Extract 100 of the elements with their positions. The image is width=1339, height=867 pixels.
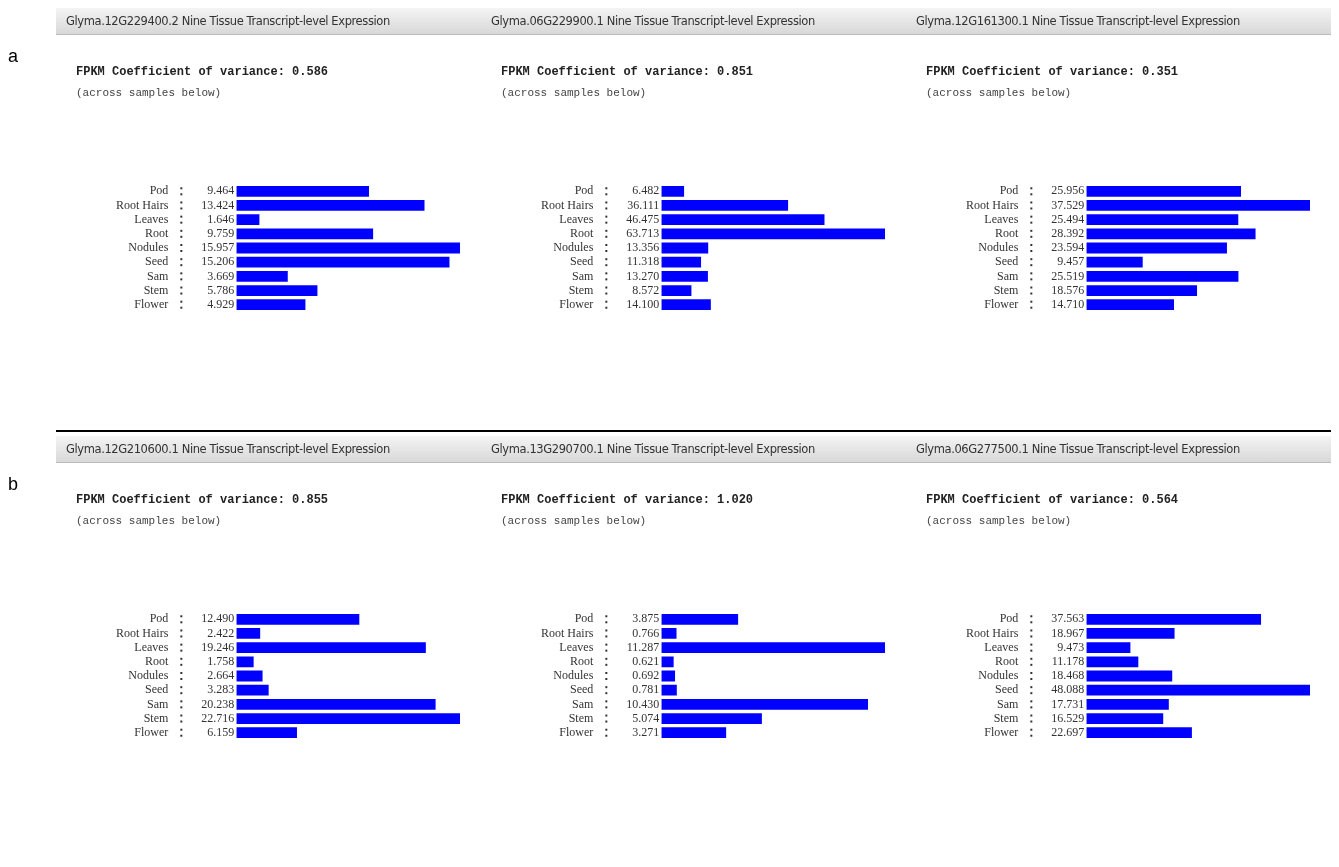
y-tick-label: Sam	[996, 268, 1019, 283]
data-label: 37.563	[1051, 611, 1085, 626]
y-tick-label: Flower	[134, 296, 169, 311]
data-label: 19.246	[201, 639, 235, 654]
bar	[661, 200, 789, 211]
y-tick-label: Pod	[999, 183, 1019, 198]
data-label: 13.356	[626, 240, 660, 255]
chart-subtitle: FPKM Coefficient of variance: 0.586	[76, 65, 330, 79]
data-label: 36.111	[627, 197, 660, 212]
bar	[661, 642, 885, 654]
y-tick-label: Leaves	[984, 639, 1019, 654]
data-label: 9.473	[1057, 639, 1085, 654]
data-label: 6.482	[632, 183, 660, 198]
bar	[661, 656, 674, 668]
y-tick-label: Nodules	[128, 240, 169, 255]
chart-subtitle: FPKM Coefficient of variance: 0.351	[926, 65, 1180, 79]
y-tick-label: Seed	[570, 254, 594, 269]
data-label: 11.287	[626, 639, 660, 654]
bar	[1086, 270, 1239, 282]
bar	[236, 670, 263, 682]
bar	[661, 684, 677, 696]
y-tick-label: Flower	[134, 724, 169, 739]
text: (across samples below)	[76, 515, 223, 527]
y-tick-label: Pod	[149, 183, 169, 198]
bar	[236, 698, 436, 710]
y-tick-label: Nodules	[978, 668, 1019, 683]
data-label: 0.766	[632, 625, 660, 640]
data-label: 0.621	[632, 653, 660, 668]
data-label: 8.572	[632, 282, 660, 297]
bar	[236, 727, 297, 739]
bar	[1086, 628, 1175, 639]
bar	[661, 285, 692, 296]
bar	[236, 684, 269, 696]
y-tick-label: Nodules	[978, 240, 1019, 255]
y-tick-label: Sam	[146, 268, 169, 283]
y-tick-label: Stem	[993, 710, 1019, 725]
y-tick-label: Pod	[999, 611, 1019, 626]
y-tick-label: Stem	[993, 282, 1019, 297]
bar	[1086, 214, 1239, 226]
data-label: 5.786	[207, 282, 235, 297]
y-tick-label: Stem	[143, 282, 169, 297]
y-tick-label: Root Hairs	[115, 197, 169, 212]
bar	[661, 270, 708, 282]
bar	[1086, 684, 1310, 696]
bar	[236, 285, 318, 296]
y-tick-label: Nodules	[128, 668, 169, 683]
bar	[661, 185, 685, 197]
bar	[661, 299, 711, 311]
data-label: 18.967	[1051, 625, 1085, 640]
bar	[236, 214, 260, 226]
y-tick-label: Seed	[570, 682, 594, 697]
bar	[236, 200, 425, 211]
data-label: 20.238	[201, 696, 235, 711]
chart-title: Glyma.06G229900.1 Nine Tissue Transcript-level Expression	[481, 8, 906, 35]
chart-subtitle: FPKM Coefficient of variance: 0.851	[501, 65, 755, 79]
data-label: 14.100	[626, 296, 660, 311]
chart-title: Glyma.12G161300.1 Nine Tissue Transcript-level Expression	[906, 8, 1331, 35]
y-tick-label: Sam	[571, 268, 594, 283]
text: (across samples below)	[926, 515, 1073, 527]
data-label: 16.529	[1051, 710, 1085, 725]
bar	[1086, 713, 1164, 724]
y-tick-label: Leaves	[134, 639, 169, 654]
text: b	[8, 474, 19, 495]
bar	[1086, 285, 1198, 296]
y-tick-label: Root Hairs	[965, 197, 1019, 212]
data-label: 37.529	[1051, 197, 1085, 212]
data-label: 15.957	[201, 240, 235, 255]
data-label: 11.178	[1051, 653, 1085, 668]
bar	[1086, 242, 1227, 254]
bar	[236, 256, 450, 268]
text: a	[8, 46, 19, 67]
y-tick-label: Root	[569, 225, 594, 240]
data-label: 13.424	[201, 197, 235, 212]
data-label: 3.669	[207, 268, 235, 283]
bar	[661, 256, 702, 268]
data-label: 6.159	[207, 724, 235, 739]
y-tick-label: Leaves	[559, 211, 594, 226]
data-label: 13.270	[626, 268, 660, 283]
bar	[1086, 727, 1192, 739]
data-label: 48.088	[1051, 682, 1085, 697]
data-label: 12.490	[201, 611, 235, 626]
y-tick-label: Pod	[149, 611, 169, 626]
y-tick-label: Seed	[145, 682, 169, 697]
bar	[1086, 642, 1131, 654]
bar	[661, 628, 677, 639]
bar	[1086, 256, 1143, 268]
bar	[236, 270, 288, 282]
data-label: 15.206	[201, 254, 235, 269]
data-label: 14.710	[1051, 296, 1085, 311]
data-label: 11.318	[626, 254, 660, 269]
data-label: 0.781	[632, 682, 660, 697]
data-label: 10.430	[626, 696, 660, 711]
bar	[236, 242, 460, 254]
y-tick-label: Flower	[559, 724, 594, 739]
bar	[661, 242, 709, 254]
chart-title: Glyma.12G210600.1 Nine Tissue Transcript-level Expression	[56, 436, 481, 463]
bar	[236, 299, 306, 311]
data-label: 5.074	[632, 710, 660, 725]
data-label: 25.519	[1051, 268, 1085, 283]
y-tick-label: Root	[994, 653, 1019, 668]
